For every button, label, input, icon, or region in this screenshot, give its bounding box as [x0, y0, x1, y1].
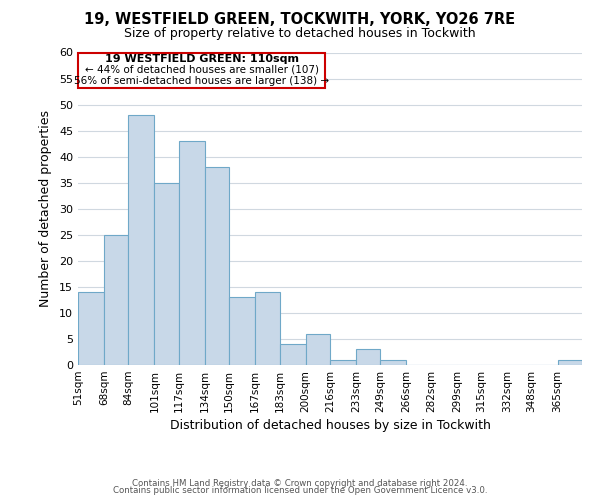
Text: ← 44% of detached houses are smaller (107): ← 44% of detached houses are smaller (10… [85, 64, 319, 74]
Bar [205, 167, 229, 365]
FancyBboxPatch shape [78, 52, 325, 88]
Bar [179, 141, 205, 365]
X-axis label: Distribution of detached houses by size in Tockwith: Distribution of detached houses by size … [170, 419, 490, 432]
Text: Size of property relative to detached houses in Tockwith: Size of property relative to detached ho… [124, 28, 476, 40]
Bar [380, 360, 406, 365]
Text: 19, WESTFIELD GREEN, TOCKWITH, YORK, YO26 7RE: 19, WESTFIELD GREEN, TOCKWITH, YORK, YO2… [85, 12, 515, 28]
Bar [330, 360, 356, 365]
Text: Contains HM Land Registry data © Crown copyright and database right 2024.: Contains HM Land Registry data © Crown c… [132, 478, 468, 488]
Bar [557, 360, 582, 365]
Bar [356, 350, 380, 365]
Bar [229, 298, 255, 365]
Text: 19 WESTFIELD GREEN: 110sqm: 19 WESTFIELD GREEN: 110sqm [105, 54, 299, 64]
Bar [280, 344, 305, 365]
Bar [255, 292, 280, 365]
Text: 56% of semi-detached houses are larger (138) →: 56% of semi-detached houses are larger (… [74, 76, 329, 86]
Bar [305, 334, 330, 365]
Bar [128, 115, 154, 365]
Bar [154, 182, 179, 365]
Y-axis label: Number of detached properties: Number of detached properties [39, 110, 52, 307]
Bar [104, 235, 128, 365]
Bar [78, 292, 104, 365]
Text: Contains public sector information licensed under the Open Government Licence v3: Contains public sector information licen… [113, 486, 487, 495]
